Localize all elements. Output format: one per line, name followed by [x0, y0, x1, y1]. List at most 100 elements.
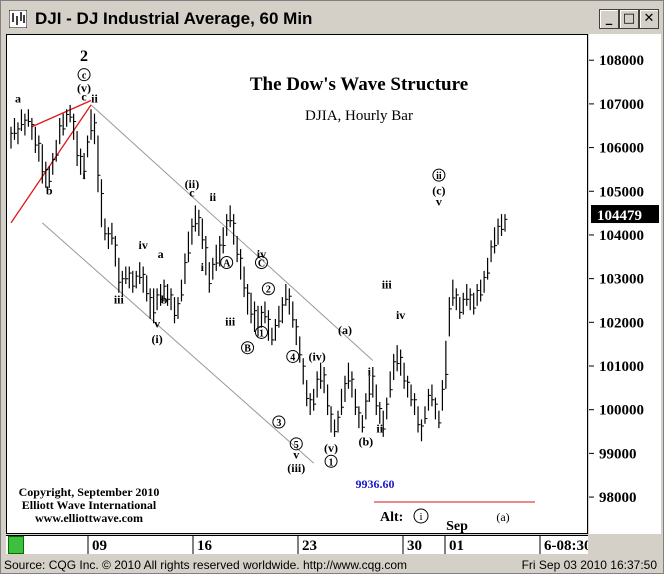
wave-label: 1 — [259, 328, 264, 339]
y-tick-label: 99000 — [599, 446, 637, 462]
alt-a-label: (a) — [496, 510, 509, 524]
wave-label: 2 — [80, 48, 88, 65]
red-wedge-lower — [10, 104, 92, 224]
y-tick-label: 103000 — [599, 272, 644, 288]
wave-label: iv — [257, 247, 266, 261]
wave-label: v — [154, 317, 160, 331]
wave-label: ii — [91, 92, 98, 106]
minimize-button[interactable]: _ — [599, 9, 619, 29]
wave-label: iii — [114, 293, 125, 307]
wave-label: a — [158, 247, 164, 261]
y-tick-label: 102000 — [599, 315, 644, 331]
y-tick-label: 98000 — [599, 490, 637, 506]
wave-label: iv — [139, 238, 148, 252]
status-timestamp: Fri Sep 03 2010 16:37:50 — [521, 558, 657, 572]
title-bar[interactable]: DJI - DJ Industrial Average, 60 Min _ □ … — [3, 3, 661, 33]
wave-label: (iii) — [287, 461, 305, 475]
wave-label-circle — [324, 454, 338, 468]
close-button[interactable]: ✕ — [639, 9, 659, 29]
wave-label: c — [189, 186, 195, 200]
wave-label-circle — [289, 437, 303, 451]
month-label-sep: Sep — [446, 519, 468, 533]
copyright-line-3: www.elliottwave.com — [35, 511, 143, 525]
time-axis[interactable]: 09 16 23 30 01 6-08:30 — [6, 535, 592, 554]
wave-label: i — [368, 365, 372, 379]
status-bar: Source: CQG Inc. © 2010 All rights reser… — [1, 557, 663, 573]
alt-circle-label: i — [419, 511, 422, 523]
trend-channels — [10, 99, 374, 464]
wave-label: ii — [209, 190, 216, 204]
price-chart: 2c(v)ca iibiiiiivabv(i)(ii)ciiiAiiiBivC21… — [10, 48, 535, 534]
low-price-label: 9936.60 — [356, 477, 395, 491]
wave-label: (ii) — [185, 177, 200, 191]
wave-label: ii — [436, 171, 442, 182]
wave-label-circle — [261, 282, 275, 296]
y-tick-label: 106000 — [599, 141, 644, 157]
x-tick-label: 09 — [92, 538, 107, 554]
wave-label: 1 — [329, 457, 334, 468]
wave-label: (v) — [324, 441, 338, 455]
x-tick-label: 30 — [407, 538, 422, 554]
y-tick-label: 101000 — [599, 359, 644, 375]
scroll-handle[interactable] — [8, 536, 24, 554]
window-title: DJI - DJ Industrial Average, 60 Min — [35, 9, 313, 28]
wave-label: v — [436, 194, 442, 208]
wave-label: B — [244, 344, 251, 355]
x-tick-label: 6-08:30 — [544, 538, 588, 554]
wave-labels: 2c(v)ca iibiiiiivabv(i)(ii)ciiiAiiiBivC21… — [15, 48, 446, 475]
x-tick-label: 01 — [449, 538, 464, 554]
price-axis[interactable]: 98000 99000 100000 101000 102000 103000 104000… — [589, 34, 661, 534]
wave-label: (a) — [338, 323, 352, 337]
copyright-line-2: Elliott Wave International — [22, 498, 157, 512]
last-price-label: 104479 — [597, 208, 642, 224]
lower-channel-line — [41, 222, 314, 464]
wave-label: i — [82, 168, 86, 182]
y-tick-label: 105000 — [599, 184, 644, 200]
wave-label: 2 — [266, 285, 271, 296]
wave-label: (b) — [359, 435, 374, 449]
wave-label: a — [15, 92, 21, 106]
wave-label: 5 — [294, 440, 299, 451]
wave-label-circle — [220, 256, 234, 270]
upper-channel-line — [90, 104, 374, 361]
time-axis-svg: 09 16 23 30 01 6-08:30 — [87, 536, 592, 554]
wave-label: iv — [396, 308, 405, 322]
wave-label-circle — [272, 415, 286, 429]
wave-label-circle — [254, 325, 268, 339]
wave-label-circle — [77, 68, 91, 82]
red-wedge-upper — [31, 99, 92, 128]
wave-label: (c) — [432, 183, 445, 197]
x-tick-label: 23 — [302, 538, 317, 554]
y-tick-label: 104000 — [599, 228, 644, 244]
wave-label: b — [161, 293, 168, 307]
wave-label: b — [46, 183, 53, 197]
wave-label-circle — [432, 168, 446, 182]
chart-subtitle: DJIA, Hourly Bar — [305, 108, 413, 124]
x-tick-label: 16 — [197, 538, 213, 554]
wave-label: iii — [225, 315, 236, 329]
maximize-button[interactable]: □ — [619, 9, 639, 29]
price-axis-svg: 98000 99000 100000 101000 102000 103000 104000… — [589, 53, 659, 506]
alt-circle-marker — [413, 508, 429, 524]
wave-label-circle — [254, 256, 268, 270]
wave-label: c — [82, 71, 87, 82]
wave-label: i — [201, 260, 205, 274]
chart-app-icon — [9, 10, 27, 28]
wave-label: 4 — [290, 352, 295, 363]
wave-label-circle — [241, 341, 255, 355]
wave-label-circle — [286, 349, 300, 363]
copyright-line-1: Copyright, September 2010 — [19, 485, 160, 499]
wave-label: ii — [376, 422, 383, 436]
alt-label: Alt: — [380, 510, 403, 525]
wave-label: v — [293, 448, 299, 462]
price-bars — [10, 104, 508, 442]
wave-label: (iv) — [308, 349, 325, 363]
wave-label: c — [81, 90, 87, 104]
chart-title: The Dow's Wave Structure — [250, 74, 468, 95]
wave-label: (v) — [77, 81, 91, 95]
last-price-box — [591, 205, 659, 224]
wave-label: A — [223, 259, 231, 270]
wave-label: 3 — [276, 418, 281, 429]
